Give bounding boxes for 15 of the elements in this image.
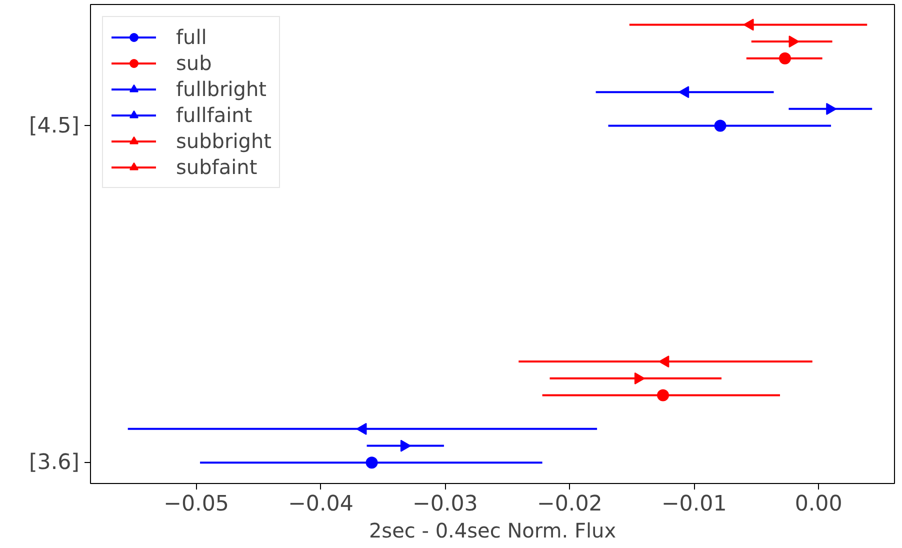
x-tick-label: −0.01 — [661, 492, 727, 516]
x-axis-title: 2sec - 0.4sec Norm. Flux — [368, 518, 616, 542]
legend-label: subfaint — [176, 155, 258, 179]
y-tick-label: [4.5] — [28, 113, 80, 138]
x-tick-label: −0.02 — [536, 492, 602, 516]
x-tick-label: 0.00 — [794, 492, 842, 516]
x-tick-label: −0.05 — [164, 492, 229, 516]
legend-label: fullbright — [176, 77, 267, 101]
x-tick-label: −0.03 — [412, 492, 478, 516]
legend-label: full — [176, 25, 207, 49]
legend-label: subbright — [176, 129, 272, 153]
x-tick-label: −0.04 — [288, 492, 354, 516]
y-tick-label: [3.6] — [28, 450, 80, 476]
legend-label: sub — [176, 51, 212, 75]
legend-label: fullfaint — [176, 103, 252, 127]
